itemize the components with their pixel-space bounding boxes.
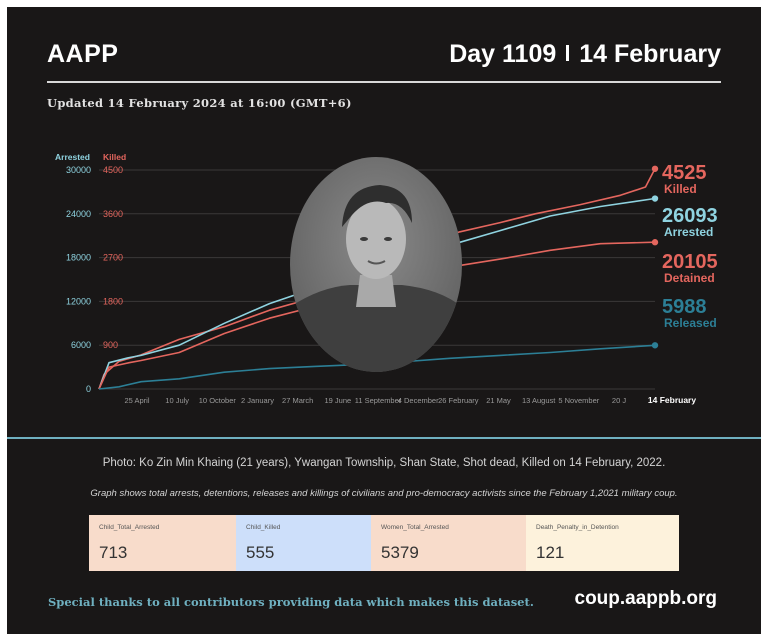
day-label: Day 1109 — [449, 40, 557, 68]
stat-card-title: Women_Total_Arrested — [381, 524, 449, 531]
x-tick-label: 27 March — [282, 396, 313, 405]
stat-card-title: Child_Killed — [246, 524, 281, 531]
x-tick-label: 25 April — [124, 396, 149, 405]
stat-card-value: 121 — [536, 543, 565, 562]
x-tick-label: 2 January — [241, 396, 274, 405]
stat-card-title: Death_Penalty_in_Detention — [536, 524, 619, 531]
day-date-heading: Day 1109 14 February — [449, 40, 721, 69]
x-tick-label: 26 February — [438, 396, 479, 405]
line-chart: 0 6000 12000 18000 24000 30000 900 1800 2700 3600… — [55, 152, 718, 405]
series-total-value: 4525 — [662, 162, 707, 184]
infographic: AAPP Day 1109 14 February Updated 14 Febr… — [7, 7, 761, 634]
x-tick-label: 21 May — [486, 396, 511, 405]
stat-card-value: 555 — [246, 543, 275, 562]
y-tick-arrested: 12000 — [66, 296, 91, 306]
stat-cards: Child_Total_Arrested 713 Child_Killed 55… — [89, 515, 679, 571]
y-tick-arrested: 18000 — [66, 253, 91, 263]
stat-card-value: 5379 — [381, 543, 419, 562]
y-tick-killed: 4500 — [103, 165, 123, 175]
x-tick-label: 11 September — [355, 396, 402, 405]
date-label: 14 February — [579, 40, 721, 68]
updated-timestamp: Updated 14 February 2024 at 16:00 (GMT+6… — [47, 96, 352, 110]
series-endpoint-released — [651, 342, 659, 349]
series-total-name: Arrested — [664, 225, 713, 239]
brand-title: AAPP — [47, 40, 119, 68]
series-total-name: Released — [664, 316, 717, 330]
website-link[interactable]: coup.aappb.org — [574, 588, 718, 609]
y-tick-arrested: 6000 — [71, 340, 91, 350]
series-endpoint-detained — [651, 239, 659, 246]
series-total-value: 5988 — [662, 296, 707, 318]
y-tick-arrested: 24000 — [66, 209, 91, 219]
y-tick-killed: 2700 — [103, 253, 123, 263]
stat-card-death-penalty: Death_Penalty_in_Detention 121 — [526, 515, 679, 571]
photo-caption: Photo: Ko Zin Min Khaing (21 years), Ywa… — [102, 457, 666, 469]
heading-separator — [566, 45, 570, 62]
x-tick-label: 13 August — [522, 396, 556, 405]
y-tick-arrested: 0 — [86, 384, 91, 394]
stat-card-value: 713 — [99, 543, 128, 562]
x-tick-label: 10 July — [165, 396, 189, 405]
x-tick-label: 19 June — [324, 396, 351, 405]
series-total-value: 20105 — [662, 251, 718, 273]
y-tick-killed: 900 — [103, 340, 118, 350]
y-axis-title-killed: Killed — [103, 152, 126, 162]
series-total-name: Killed — [664, 182, 697, 196]
stat-card-women-arrested: Women_Total_Arrested 5379 — [371, 515, 526, 571]
x-tick-label: 14 February — [648, 395, 696, 405]
y-tick-arrested: 30000 — [66, 165, 91, 175]
x-tick-label: 10 October — [199, 396, 237, 405]
y-axis-title-arrested: Arrested — [55, 152, 90, 162]
stat-card-title: Child_Total_Arrested — [99, 524, 160, 531]
y-tick-killed: 1800 — [103, 296, 123, 306]
graph-note: Graph shows total arrests, detentions, r… — [90, 488, 678, 499]
y-tick-killed: 3600 — [103, 209, 123, 219]
x-tick-label: 20 J — [612, 396, 626, 405]
victim-photo — [290, 157, 462, 372]
stat-card-child-arrested: Child_Total_Arrested 713 — [89, 515, 236, 571]
thanks-note: Special thanks to all contributors provi… — [48, 595, 534, 609]
series-total-name: Detained — [664, 271, 715, 285]
section-divider — [7, 437, 761, 439]
x-tick-label: 5 November — [558, 396, 599, 405]
series-total-value: 26093 — [662, 205, 718, 227]
x-tick-label: 4 December — [398, 396, 439, 405]
series-endpoint-arrested — [651, 195, 659, 202]
series-endpoint-killed — [651, 165, 659, 172]
stat-card-child-killed: Child_Killed 555 — [236, 515, 371, 571]
header-divider — [47, 81, 721, 83]
